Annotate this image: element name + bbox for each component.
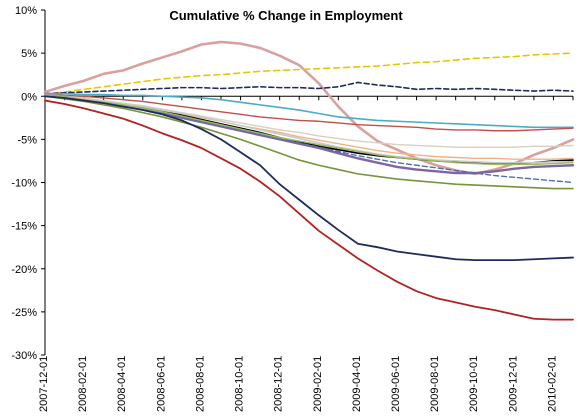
series-line-2 <box>44 52 574 96</box>
y-tick-label: 0% <box>21 91 37 103</box>
x-tick-label: 2008-10-01 <box>234 356 246 412</box>
x-tick-label: 2009-04-01 <box>351 356 363 412</box>
y-tick-label: -10% <box>11 178 37 190</box>
x-tick-label: 2009-12-01 <box>507 356 519 412</box>
series-line-3 <box>44 81 574 95</box>
y-tick-label: -30% <box>11 350 37 362</box>
series-line-11 <box>44 95 574 190</box>
x-tick-label: 2009-10-01 <box>468 356 480 412</box>
y-tick-label: -5% <box>17 134 37 146</box>
series-line-14 <box>44 95 574 262</box>
x-tick-label: 2008-06-01 <box>155 356 167 412</box>
x-tick-label: 2009-08-01 <box>429 356 441 412</box>
y-tick-label: -25% <box>11 307 37 319</box>
chart-title: Cumulative % Change in Employment <box>169 8 403 23</box>
x-tick-label: 2010-02-01 <box>546 356 558 412</box>
y-tick-label: 10% <box>15 5 37 17</box>
x-tick-label: 2009-02-01 <box>312 356 324 412</box>
series-line-12 <box>44 94 574 164</box>
y-tick-label: -15% <box>11 221 37 233</box>
series-line-15 <box>44 99 574 321</box>
x-tick-label: 2008-04-01 <box>116 356 128 412</box>
x-tick-label: 2008-08-01 <box>194 356 206 412</box>
y-tick-label: -20% <box>11 264 37 276</box>
plot-layer: 10% 5% 0% -5% -10% -15% -20% -25% -30% 2007-12-01… <box>11 5 575 412</box>
x-tick-label: 2009-06-01 <box>390 356 402 412</box>
x-tick-label: 2008-12-01 <box>273 356 285 412</box>
y-tick-label: 5% <box>21 48 37 60</box>
series-line-13 <box>44 94 574 166</box>
series-line-5 <box>44 93 574 132</box>
series-line-4 <box>44 92 574 129</box>
x-tick-label: 2007-12-01 <box>38 356 50 412</box>
series-line-6 <box>44 93 574 148</box>
x-tick-label: 2008-02-01 <box>77 356 89 412</box>
